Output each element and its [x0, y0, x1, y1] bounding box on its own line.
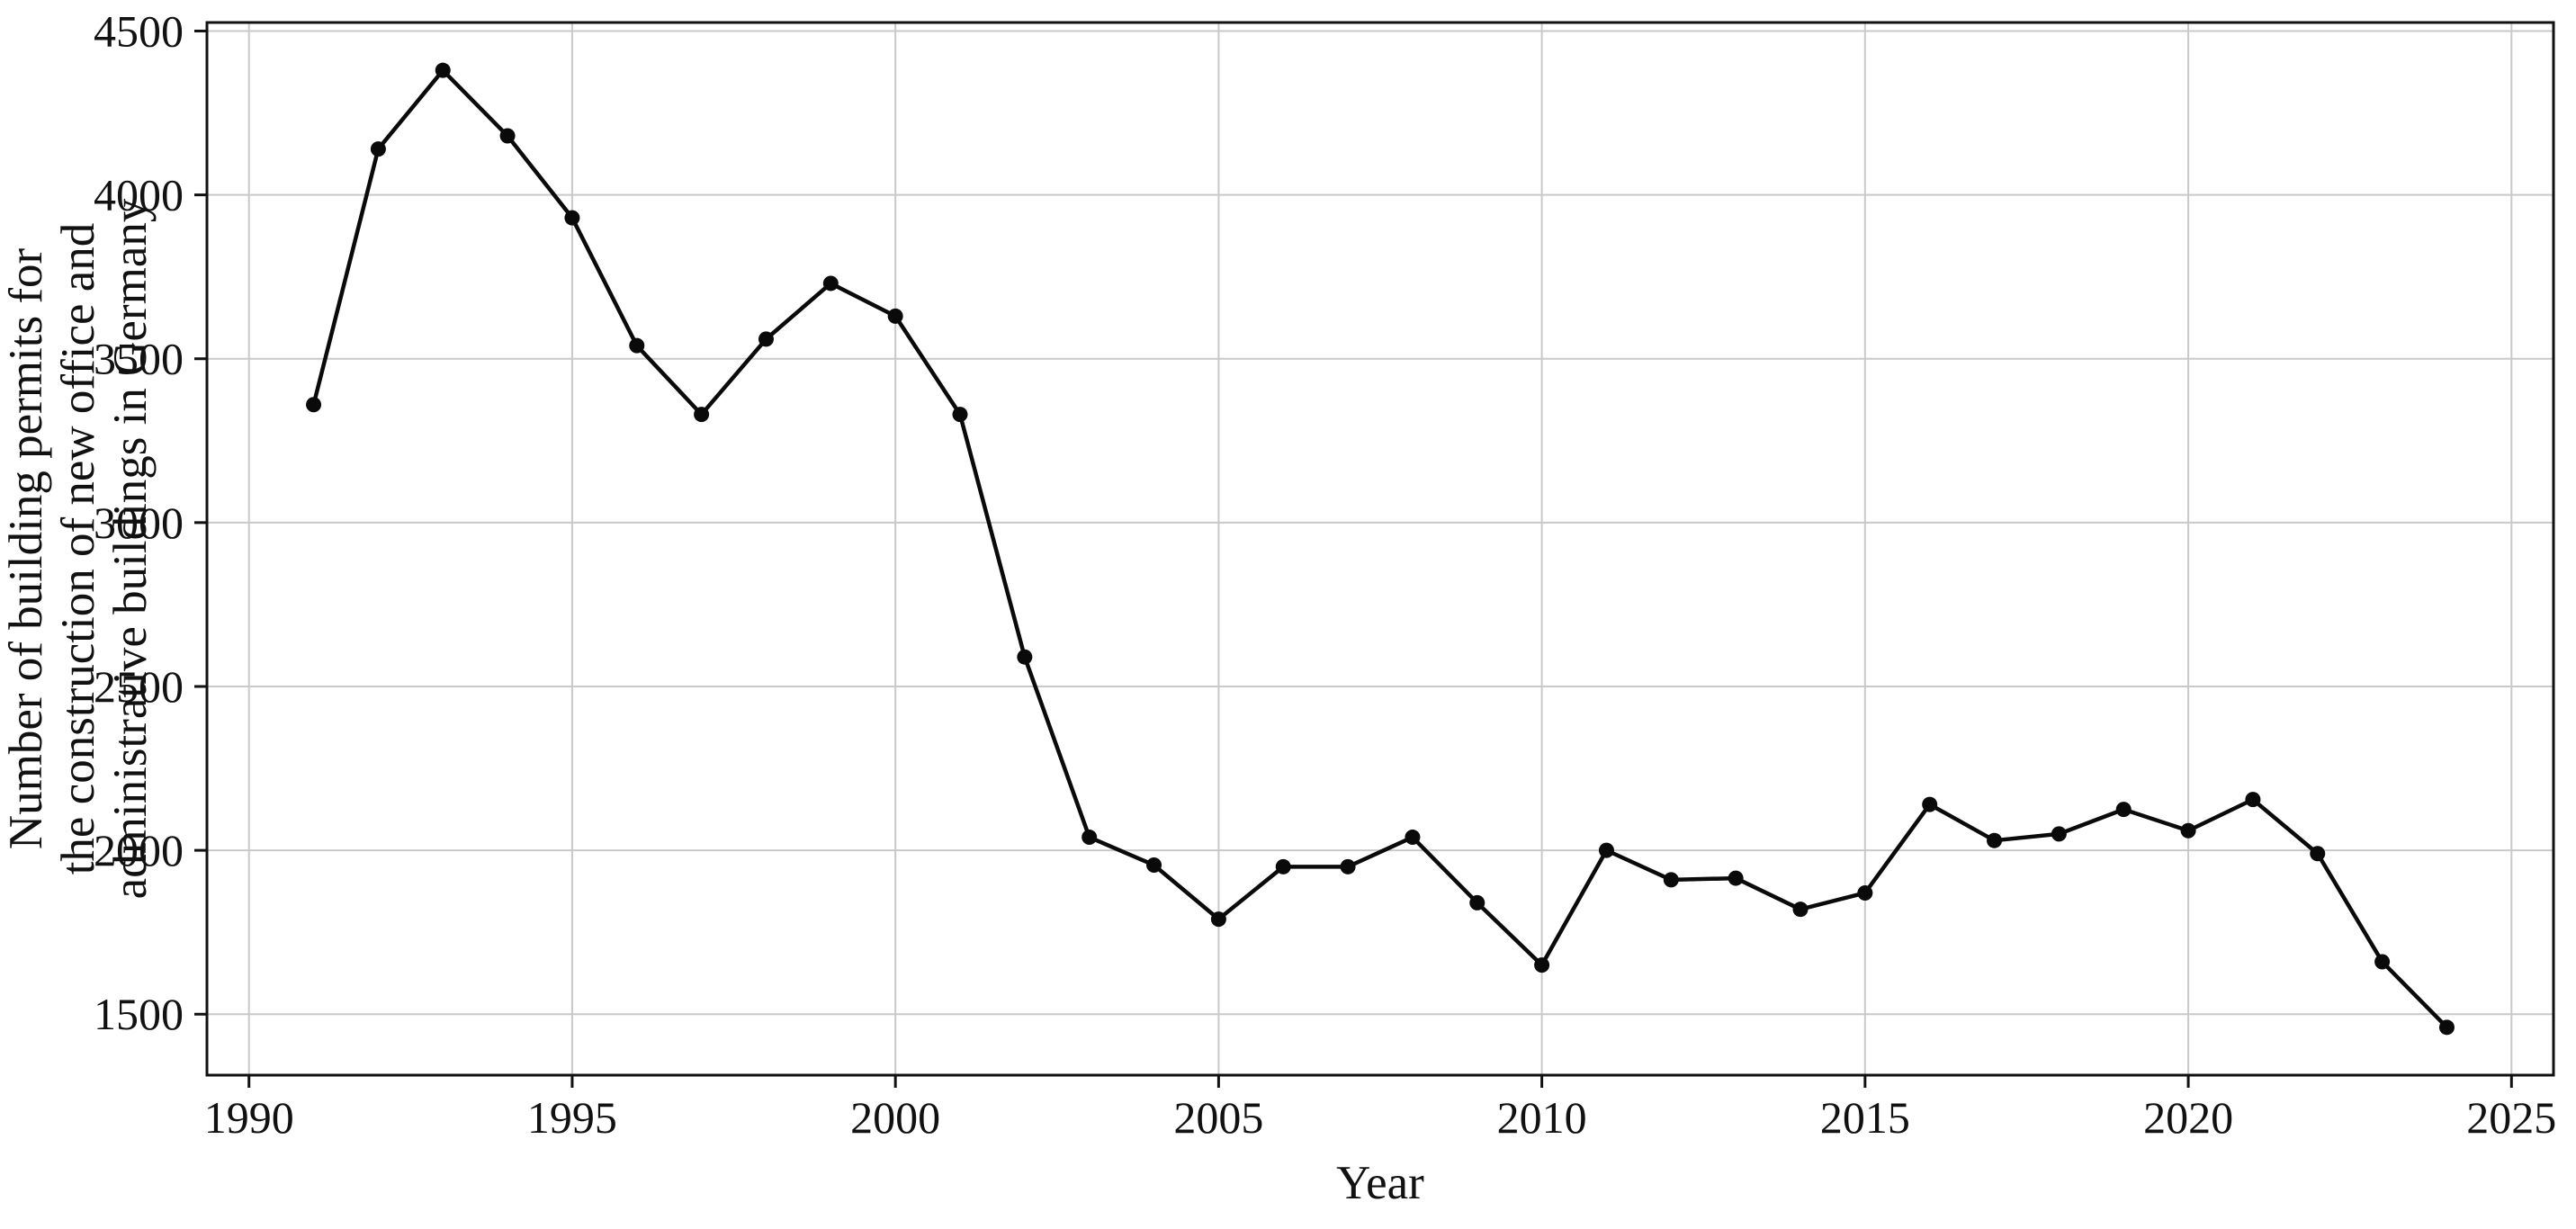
data-point-marker — [1534, 957, 1550, 973]
data-point-marker — [1987, 832, 2003, 848]
data-point-marker — [2374, 954, 2391, 970]
data-point-marker — [1663, 872, 1679, 888]
gridlines — [207, 22, 2554, 1075]
data-point-marker — [2115, 802, 2132, 818]
data-point-marker — [822, 275, 839, 292]
plot-border — [205, 21, 2555, 1077]
y-axis-label-line: the construction of new office and — [52, 223, 104, 875]
data-point-marker — [2051, 826, 2067, 842]
tick-marks-and-labels: 1990 1995 2000 2005 2010 2015 2020 2025 1500 2000… — [94, 5, 2556, 1143]
data-series-permits — [306, 62, 2455, 1036]
axes-box — [205, 21, 2555, 1077]
x-tick-label: 2020 — [2143, 1092, 2233, 1143]
data-point-marker — [2245, 792, 2261, 808]
y-tick-label: 4000 — [94, 170, 184, 220]
data-point-marker — [306, 397, 322, 413]
y-tick-label: 2000 — [94, 825, 184, 875]
data-point-marker — [1792, 902, 1809, 918]
data-point-marker — [2180, 822, 2196, 839]
y-axis-label-line: administrative buildings in Germany — [104, 198, 157, 899]
x-tick-label: 2015 — [1820, 1092, 1910, 1143]
data-point-marker — [1340, 858, 1356, 875]
data-point-marker — [564, 210, 580, 226]
x-tick-label: 2025 — [2466, 1092, 2556, 1143]
data-point-marker — [370, 141, 386, 157]
x-axis-label: Year — [1336, 1157, 1424, 1209]
data-point-marker — [1210, 911, 1226, 928]
data-point-marker — [758, 331, 774, 347]
x-tick-label: 1995 — [527, 1092, 617, 1143]
data-point-marker — [629, 337, 645, 354]
data-point-marker — [2438, 1019, 2455, 1036]
data-point-marker — [1017, 649, 1033, 665]
data-point-marker — [1082, 830, 1098, 846]
data-point-marker — [887, 308, 903, 324]
y-tick-label: 1500 — [94, 989, 184, 1039]
y-tick-label: 2500 — [94, 661, 184, 712]
data-point-marker — [1469, 894, 1485, 911]
x-tick-label: 1990 — [204, 1092, 294, 1143]
series-line — [311, 67, 2449, 1030]
data-point-marker — [1922, 796, 1938, 812]
data-point-marker — [435, 62, 451, 78]
data-point-marker — [1857, 884, 1873, 901]
x-tick-label: 2010 — [1497, 1092, 1587, 1143]
data-point-marker — [1405, 830, 1421, 846]
y-axis-label: Number of building permits forthe constr… — [0, 198, 157, 899]
y-tick-label: 3500 — [94, 334, 184, 384]
data-point-marker — [1598, 842, 1614, 858]
data-point-marker — [1275, 858, 1291, 875]
data-point-marker — [2310, 846, 2326, 862]
data-point-marker — [694, 407, 710, 423]
data-point-marker — [1728, 870, 1744, 886]
x-tick-label: 2000 — [850, 1092, 940, 1143]
y-tick-label: 3000 — [94, 498, 184, 548]
data-point-marker — [1146, 857, 1162, 874]
y-axis-label-line: Number of building permits for — [0, 248, 52, 850]
data-point-marker — [952, 407, 968, 423]
x-tick-label: 2005 — [1173, 1092, 1263, 1143]
y-tick-label: 4500 — [94, 5, 184, 56]
data-point-marker — [499, 128, 516, 144]
